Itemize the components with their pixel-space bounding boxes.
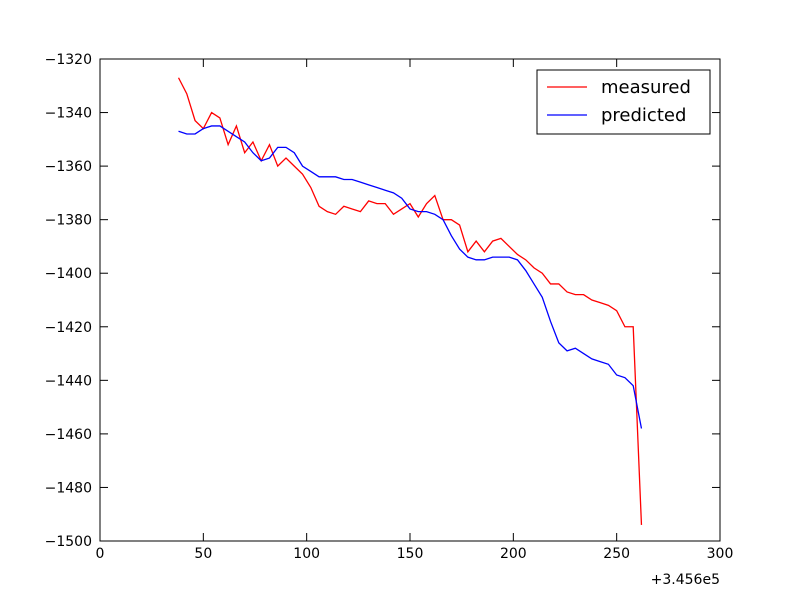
legend-label: measured bbox=[601, 77, 691, 98]
x-tick-label: 150 bbox=[397, 546, 424, 562]
legend-label: predicted bbox=[601, 105, 686, 126]
y-tick-label: −1440 bbox=[45, 373, 92, 389]
x-tick-label: 100 bbox=[293, 546, 320, 562]
x-tick-label: 250 bbox=[603, 546, 630, 562]
x-tick-label: 0 bbox=[96, 546, 105, 562]
y-tick-label: −1500 bbox=[45, 534, 92, 550]
line-series bbox=[178, 125, 643, 429]
y-tick-label: −1340 bbox=[45, 106, 92, 122]
legend-box bbox=[536, 69, 711, 135]
x-offset-label: +3.456e5 bbox=[651, 572, 720, 588]
x-tick-label: 50 bbox=[194, 546, 212, 562]
y-tick-label: −1320 bbox=[45, 52, 92, 68]
line-series bbox=[177, 77, 643, 525]
y-tick-label: −1360 bbox=[45, 159, 92, 175]
x-tick-label: 200 bbox=[500, 546, 527, 562]
plot-frame bbox=[99, 58, 721, 542]
y-tick-label: −1480 bbox=[45, 480, 92, 496]
y-tick-label: −1400 bbox=[45, 266, 92, 282]
x-tick-label: 300 bbox=[707, 546, 734, 562]
y-tick-label: −1420 bbox=[45, 320, 92, 336]
y-tick-label: −1460 bbox=[45, 427, 92, 443]
y-tick-label: −1380 bbox=[45, 213, 92, 229]
